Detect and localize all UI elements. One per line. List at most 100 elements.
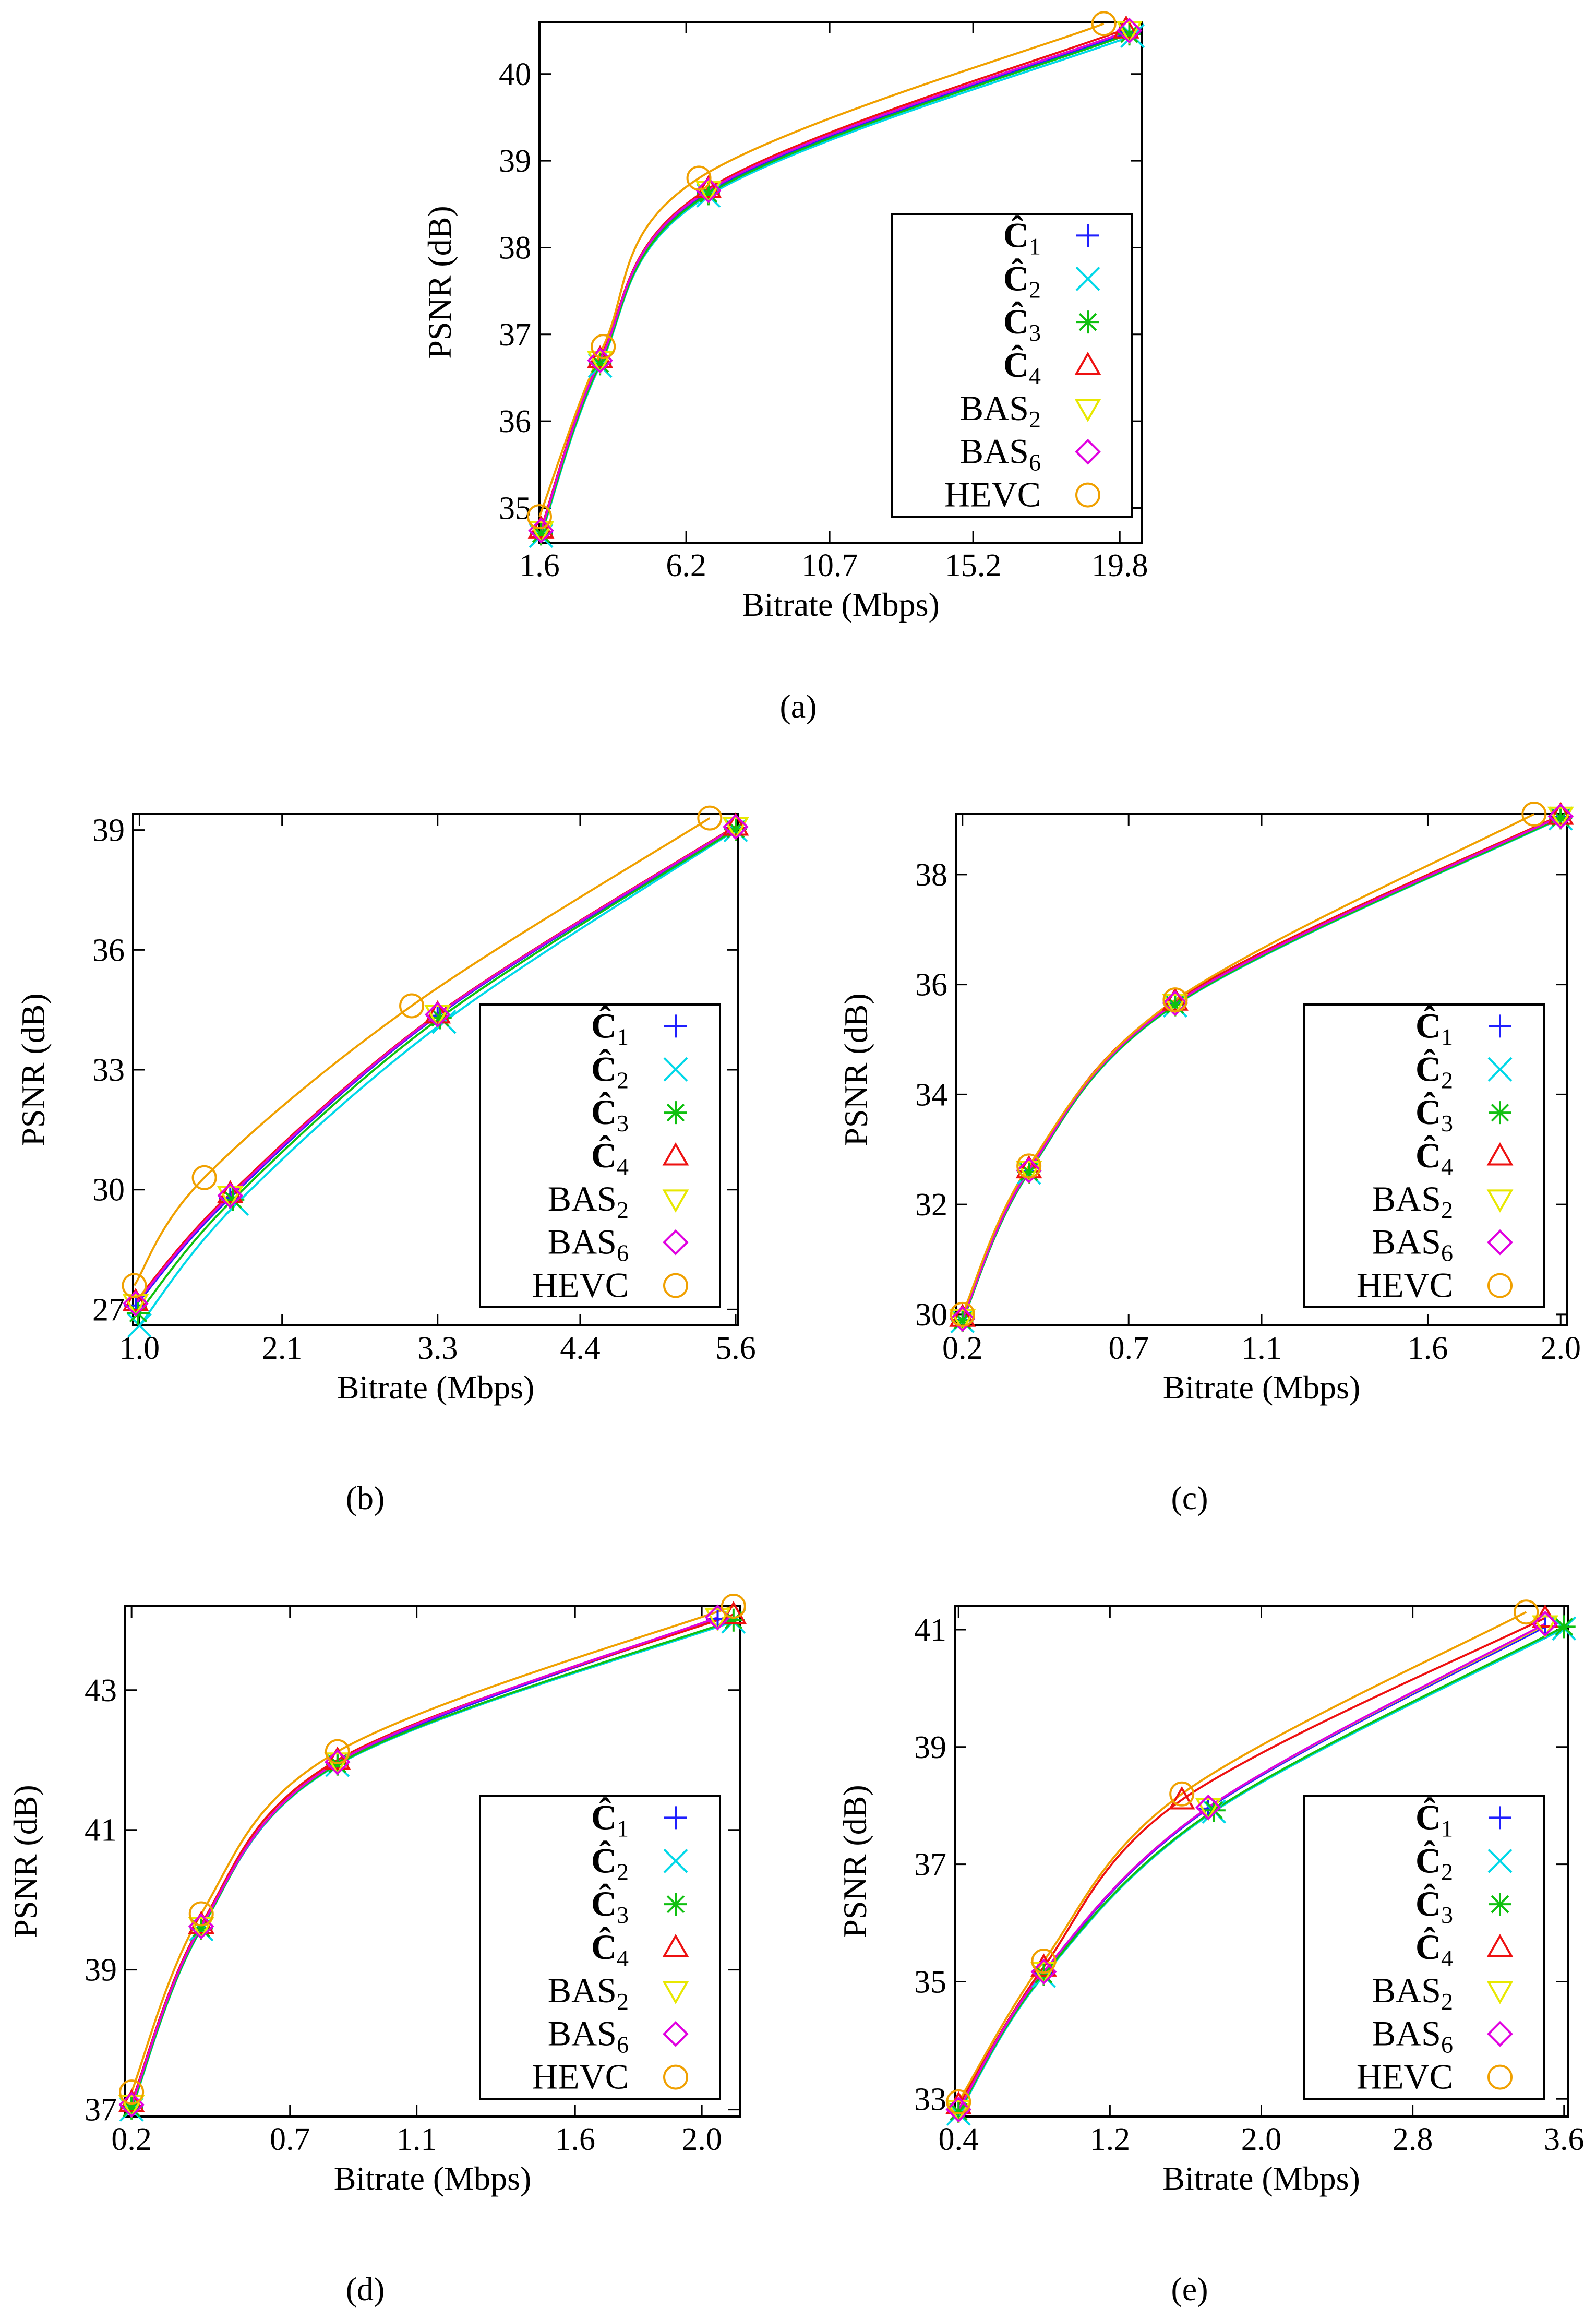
y-tick-label: 33 xyxy=(914,2082,946,2117)
legend-label-bas6: BAS6 xyxy=(1372,2014,1453,2058)
data-point-hevc xyxy=(1016,1153,1042,1179)
data-point-bas6 xyxy=(123,1290,149,1317)
legend-marker-c2 xyxy=(1487,1848,1513,1873)
data-point-bas2 xyxy=(527,521,555,544)
data-point-hevc xyxy=(1521,802,1547,827)
data-point-c3 xyxy=(589,352,612,376)
data-point-c4 xyxy=(1161,987,1189,1011)
chart-panel: 0.2 0.7 1.1 1.6 2.0 30 32 34 36 38 Bitrate (Mbps) P… xyxy=(837,802,1581,1516)
data-point-hevc xyxy=(325,1739,350,1764)
chart-panel: 1.6 6.2 10.7 15.2 19.8 35 36 37 38 39 40 Bitrate (M… xyxy=(421,11,1148,725)
x-tick-label: 1.1 xyxy=(1241,1331,1282,1366)
legend-marker-c1 xyxy=(1076,224,1099,247)
legend-label-c3: Ĉ3 xyxy=(591,1092,629,1137)
legend-label-bas6: BAS6 xyxy=(548,2014,629,2058)
data-point-hevc xyxy=(1169,1781,1195,1807)
x-tick-label: 10.7 xyxy=(801,548,858,583)
legend-label-c2: Ĉ2 xyxy=(1415,1840,1453,1885)
legend-box xyxy=(1303,1795,1545,2100)
legend-box xyxy=(479,1003,721,1308)
legend-marker-bas2 xyxy=(1486,1189,1514,1213)
series-line-bas6 xyxy=(135,826,737,1305)
legend-label-hevc: HEVC xyxy=(1357,2057,1453,2097)
data-point-bas6 xyxy=(695,177,722,204)
legend-label-bas2: BAS2 xyxy=(1372,1179,1453,1223)
data-point-bas2 xyxy=(586,351,614,374)
legend-label-c3: Ĉ3 xyxy=(591,1883,629,1928)
data-point-hevc xyxy=(1162,987,1188,1013)
legend-label-bas6: BAS6 xyxy=(548,1222,629,1266)
legend-marker-c2 xyxy=(1487,1057,1513,1082)
legend-label-bas2: BAS2 xyxy=(548,1970,629,2015)
legend-box xyxy=(1303,1003,1545,1308)
legend-marker-c3 xyxy=(1489,1101,1511,1125)
data-point-bas2 xyxy=(949,1309,976,1333)
y-tick-label: 37 xyxy=(85,2093,117,2128)
data-point-c3 xyxy=(530,522,553,546)
series-line-hevc xyxy=(961,813,1535,1315)
data-point-hevc xyxy=(527,504,552,530)
x-tick-label: 0.2 xyxy=(111,2122,152,2157)
data-point-c3 xyxy=(1118,22,1141,46)
y-tick-label: 39 xyxy=(914,1730,946,1765)
x-axis-label: Bitrate (Mbps) xyxy=(1162,2160,1360,2197)
x-tick-label: 1.2 xyxy=(1090,2122,1131,2157)
legend-label-c1: Ĉ1 xyxy=(1415,1797,1453,1842)
series-line-hevc xyxy=(957,1611,1527,2102)
data-point-bas6 xyxy=(1116,17,1143,44)
legend-marker-bas6 xyxy=(663,2021,689,2047)
data-point-c3 xyxy=(951,1309,974,1332)
legend-marker-bas2 xyxy=(1074,399,1101,422)
legend-label-c1: Ĉ1 xyxy=(591,1797,629,1842)
data-point-bas2 xyxy=(122,1294,149,1317)
data-point-bas6 xyxy=(1016,1157,1042,1184)
y-tick-label: 39 xyxy=(92,813,125,848)
legend-label-hevc: HEVC xyxy=(532,2057,629,2097)
data-point-bas2 xyxy=(1015,1161,1042,1184)
data-point-bas2 xyxy=(695,181,722,204)
data-point-bas2 xyxy=(1161,993,1189,1017)
data-point-bas6 xyxy=(424,1001,451,1028)
data-point-hevc xyxy=(946,2089,971,2114)
legend-marker-hevc xyxy=(1075,482,1100,508)
legend-label-c1: Ĉ1 xyxy=(1003,214,1041,259)
legend-label-c2: Ĉ2 xyxy=(591,1840,629,1885)
series-line-hevc xyxy=(130,1605,734,2093)
data-point-bas2 xyxy=(1547,806,1574,830)
legend-marker-bas2 xyxy=(662,1981,689,2004)
data-point-hevc xyxy=(1091,11,1117,37)
data-point-c3 xyxy=(1163,993,1187,1017)
y-tick-label: 27 xyxy=(92,1292,125,1328)
y-tick-label: 37 xyxy=(499,317,531,353)
x-tick-label: 19.8 xyxy=(1091,548,1148,583)
legend-marker-c4 xyxy=(662,1933,689,1957)
x-tick-label: 2.0 xyxy=(681,2122,722,2157)
legend-label-c3: Ĉ3 xyxy=(1003,301,1041,346)
data-point-hevc xyxy=(697,805,723,831)
data-point-c4 xyxy=(695,175,722,198)
x-tick-label: 5.6 xyxy=(715,1331,756,1366)
legend-marker-c3 xyxy=(664,1893,687,1916)
series-line-bas6 xyxy=(961,815,1562,1320)
data-point-c3 xyxy=(1017,1161,1041,1184)
legend-marker-c1 xyxy=(664,1806,687,1830)
data-point-c3 xyxy=(189,1917,213,1940)
legend-label-hevc: HEVC xyxy=(944,475,1041,515)
y-tick-label: 40 xyxy=(499,57,531,92)
data-point-c4 xyxy=(424,1000,451,1024)
series-line-c2 xyxy=(138,829,737,1326)
data-point-c4 xyxy=(324,1746,351,1770)
data-point-bas6 xyxy=(949,1306,976,1332)
x-tick-label: 0.7 xyxy=(1108,1331,1149,1366)
y-tick-label: 36 xyxy=(915,967,947,1003)
legend-label-c3: Ĉ3 xyxy=(1415,1883,1453,1928)
data-point-hevc xyxy=(191,1165,217,1190)
data-point-c3 xyxy=(120,2096,143,2120)
data-point-c4 xyxy=(722,812,749,836)
data-point-c3 xyxy=(697,182,720,206)
x-tick-label: 1.6 xyxy=(555,2122,595,2157)
